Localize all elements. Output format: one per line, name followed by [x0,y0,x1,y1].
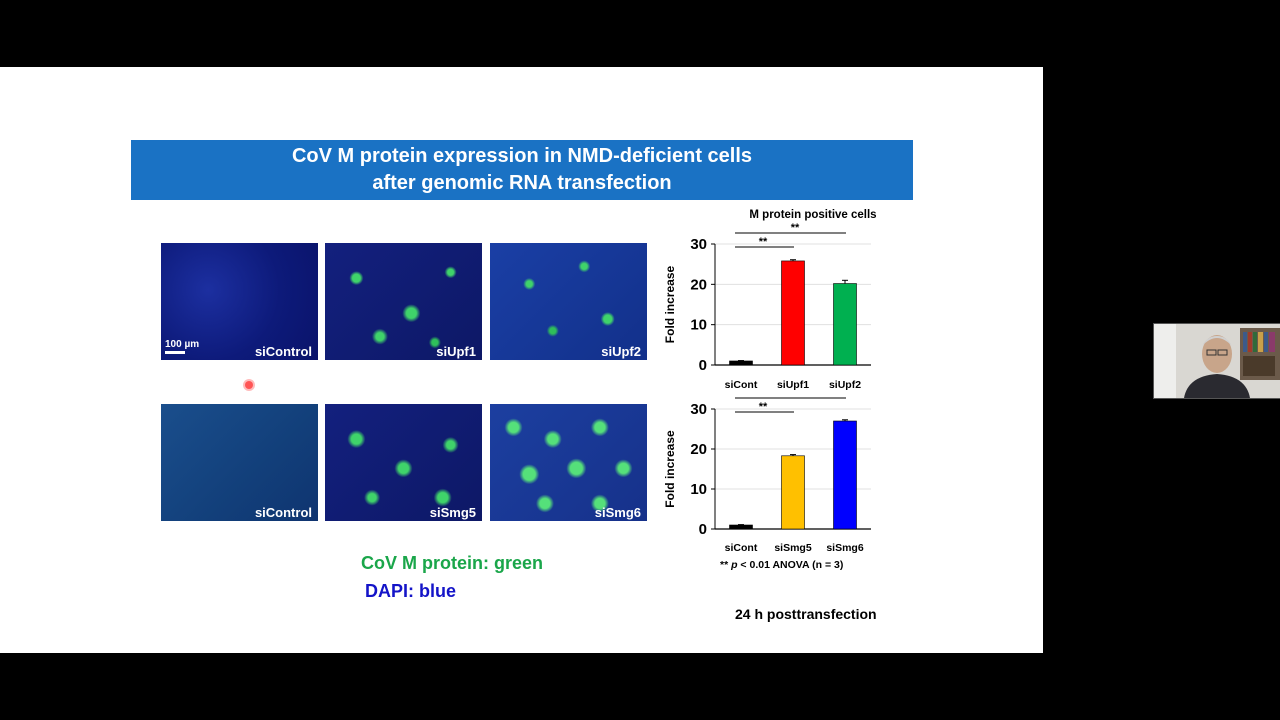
title-banner: CoV M protein expression in NMD-deficien… [131,140,913,200]
panel-label: siUpf2 [601,344,641,359]
title-line-2: after genomic RNA transfection [372,172,672,194]
y-tick-label: 10 [690,317,707,334]
significance-label: ** [791,222,800,234]
y-axis-label: Fold increase [663,430,677,508]
y-tick-label: 0 [699,521,707,538]
panel-label: siControl [254,344,312,359]
category-label: siUpf1 [777,379,809,391]
title-line-1: CoV M protein expression in NMD-deficien… [291,145,753,167]
chart-title: M protein positive cells [749,209,876,221]
scale-bar-label: 100 µm [165,339,200,350]
panel-label: siControl [254,505,312,520]
category-label: siCont [725,379,758,391]
bar-siCont [729,524,753,530]
bar-siSmg5 [781,455,805,530]
y-tick-label: 0 [699,357,707,374]
category-label: siSmg6 [826,542,864,554]
panel-label: siSmg5 [429,505,476,520]
micrograph-top-1: 100 µm siControl [161,243,318,360]
panel-label: siSmg6 [594,505,641,520]
y-tick-label: 30 [690,401,707,418]
y-tick-label: 30 [690,236,707,253]
category-label: siUpf2 [829,379,861,391]
significance-label: ** [759,236,768,248]
y-tick-label: 20 [690,276,707,293]
statistics-note: ** p < 0.01 ANOVA (n = 3) [720,559,844,571]
micrograph-top-2: siUpf1 [325,243,482,360]
posttransfection-label: 24 h posttransfection [735,606,877,622]
bar-chart-upf: M protein positive cells Fold increase 0 10… [663,209,877,391]
presenter-webcam [1153,323,1280,399]
y-axis-label: Fold increase [663,266,677,344]
legend-blue: DAPI: blue [365,581,457,601]
bar-siUpf1 [781,260,805,366]
bar-siUpf2 [833,283,857,366]
scale-bar: 100 µm [165,339,199,354]
bar-siSmg6 [833,420,857,530]
significance-label: ** [759,401,768,413]
category-label: siCont [725,542,758,554]
y-tick-label: 20 [690,441,707,458]
significance-label: ** [791,397,800,399]
bar-siCont [729,360,753,366]
micrograph-bottom-3: siSmg6 [490,404,647,521]
bar-chart-smg: Fold increase 0 10 20 30 siCont siSmg5 siSmg6 **… [663,397,871,554]
panel-label: siUpf1 [436,344,476,359]
micrograph-top-3: siUpf2 [490,243,647,360]
pointer-cursor [245,381,253,389]
legend-green: CoV M protein: green [361,553,544,573]
y-tick-label: 10 [690,481,707,498]
micrograph-bottom-1: siControl [161,404,318,521]
micrograph-bottom-2: siSmg5 [325,404,482,521]
category-label: siSmg5 [774,542,812,554]
